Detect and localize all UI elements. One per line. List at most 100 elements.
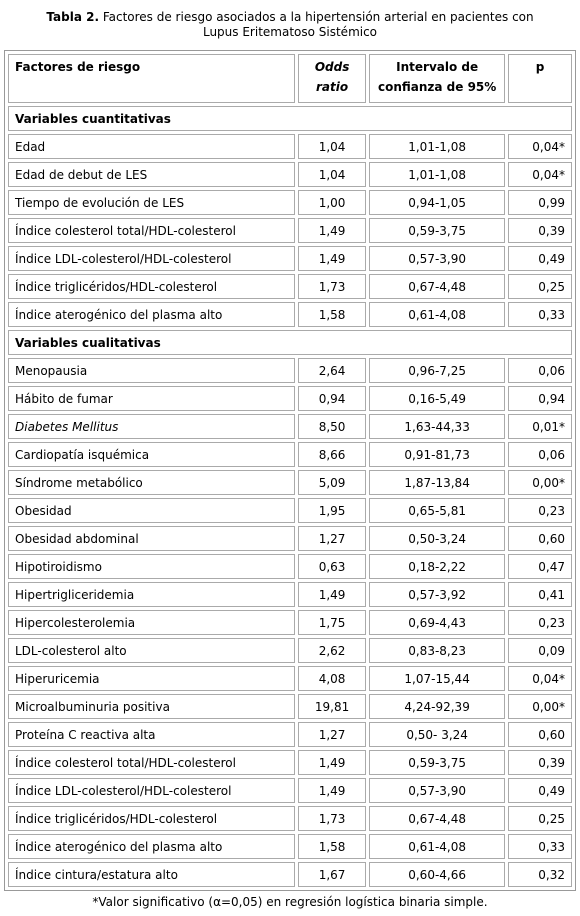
table-cell: 0,96-7,25 xyxy=(369,358,506,383)
table-cell: Índice colesterol total/HDL-colesterol xyxy=(8,218,296,243)
table-cell: 4,08 xyxy=(298,666,367,691)
table-cell: 0,63 xyxy=(298,554,367,579)
table-cell: 0,33 xyxy=(508,834,572,859)
table-cell: Menopausia xyxy=(8,358,296,383)
title-text: Factores de riesgo asociados a la hipert… xyxy=(102,10,534,39)
data-row: Índice LDL-colesterol/HDL-colesterol 1,49… xyxy=(8,778,572,803)
footnote: *Valor significativo (α=0,05) en regresi… xyxy=(92,895,488,909)
table-cell: 0,39 xyxy=(508,750,572,775)
table-cell: 0,06 xyxy=(508,442,572,467)
table-cell: Índice triglicéridos/HDL-colesterol xyxy=(8,806,296,831)
header-cell: p xyxy=(508,54,572,103)
header-cell: Odds ratio xyxy=(298,54,367,103)
header-cell: Factores de riesgo xyxy=(8,54,296,103)
data-row: Cardiopatía isquémica 8,66 0,91-81,73 0,06 xyxy=(8,442,572,467)
table-cell: Hábito de fumar xyxy=(8,386,296,411)
table-cell: Proteína C reactiva alta xyxy=(8,722,296,747)
data-row: Hábito de fumar 0,94 0,16-5,49 0,94 xyxy=(8,386,572,411)
table-cell: 1,07-15,44 xyxy=(369,666,506,691)
table-cell: 0,25 xyxy=(508,274,572,299)
table-cell: Índice LDL-colesterol/HDL-colesterol xyxy=(8,246,296,271)
table-cell: 0,50- 3,24 xyxy=(369,722,506,747)
table-cell: 0,09 xyxy=(508,638,572,663)
table-cell: 0,61-4,08 xyxy=(369,302,506,327)
data-row: Índice aterogénico del plasma alto 1,58 0,… xyxy=(8,302,572,327)
data-row: Menopausia 2,64 0,96-7,25 0,06 xyxy=(8,358,572,383)
table-cell: Obesidad abdominal xyxy=(8,526,296,551)
data-row: Edad de debut de LES 1,04 1,01-1,08 0,04* xyxy=(8,162,572,187)
table-cell: 5,09 xyxy=(298,470,367,495)
table-cell: 1,95 xyxy=(298,498,367,523)
table-cell: 0,49 xyxy=(508,246,572,271)
table-cell: 2,62 xyxy=(298,638,367,663)
table-cell: 1,58 xyxy=(298,834,367,859)
table-cell: 0,91-81,73 xyxy=(369,442,506,467)
header-row: Factores de riesgo Odds ratio Intervalo … xyxy=(8,54,572,103)
data-row: Microalbuminuria positiva 19,81 4,24-92,39… xyxy=(8,694,572,719)
table-cell: 0,57-3,90 xyxy=(369,778,506,803)
data-row: Índice LDL-colesterol/HDL-colesterol 1,49… xyxy=(8,246,572,271)
table-cell: Índice colesterol total/HDL-colesterol xyxy=(8,750,296,775)
table-cell: 0,23 xyxy=(508,498,572,523)
table-cell: 0,00* xyxy=(508,694,572,719)
table-cell: 1,49 xyxy=(298,246,367,271)
table-cell: Edad de debut de LES xyxy=(8,162,296,187)
table-cell: 2,64 xyxy=(298,358,367,383)
data-row: Índice triglicéridos/HDL-colesterol 1,73 0… xyxy=(8,274,572,299)
table-cell: Índice triglicéridos/HDL-colesterol xyxy=(8,274,296,299)
table-cell: 0,99 xyxy=(508,190,572,215)
table-cell: Hipertrigliceridemia xyxy=(8,582,296,607)
table-cell: 0,59-3,75 xyxy=(369,218,506,243)
data-row: Índice colesterol total/HDL-colesterol 1,… xyxy=(8,218,572,243)
table-cell: 1,01-1,08 xyxy=(369,134,506,159)
table-cell: 0,01* xyxy=(508,414,572,439)
table-cell: 0,57-3,90 xyxy=(369,246,506,271)
data-row: Hipotiroidismo 0,63 0,18-2,22 0,47 xyxy=(8,554,572,579)
section-row: Variables cualitativas xyxy=(8,330,572,355)
table-cell: 1,04 xyxy=(298,162,367,187)
table-cell: Microalbuminuria positiva xyxy=(8,694,296,719)
table-cell: 1,27 xyxy=(298,526,367,551)
data-row: LDL-colesterol alto 2,62 0,83-8,23 0,09 xyxy=(8,638,572,663)
data-row: Índice colesterol total/HDL-colesterol 1,… xyxy=(8,750,572,775)
table-cell: 8,66 xyxy=(298,442,367,467)
table-cell: 0,33 xyxy=(508,302,572,327)
table-cell: 0,94-1,05 xyxy=(369,190,506,215)
table-cell: 1,04 xyxy=(298,134,367,159)
table-cell: 0,49 xyxy=(508,778,572,803)
table-cell: 8,50 xyxy=(298,414,367,439)
table-cell: 0,59-3,75 xyxy=(369,750,506,775)
table-cell: Hipotiroidismo xyxy=(8,554,296,579)
table-cell: 1,49 xyxy=(298,750,367,775)
section-title: Variables cualitativas xyxy=(8,330,572,355)
table-cell: Índice aterogénico del plasma alto xyxy=(8,302,296,327)
table-cell: 1,49 xyxy=(298,582,367,607)
data-row: Proteína C reactiva alta 1,27 0,50- 3,24 0,… xyxy=(8,722,572,747)
data-row: Índice triglicéridos/HDL-colesterol 1,73 0… xyxy=(8,806,572,831)
table-cell: 1,00 xyxy=(298,190,367,215)
data-row: Obesidad abdominal 1,27 0,50-3,24 0,60 xyxy=(8,526,572,551)
table-cell: Tiempo de evolución de LES xyxy=(8,190,296,215)
table-cell: 0,25 xyxy=(508,806,572,831)
table-cell: 1,73 xyxy=(298,274,367,299)
table-cell: 1,73 xyxy=(298,806,367,831)
table-cell: 0,50-3,24 xyxy=(369,526,506,551)
data-row: Hipercolesterolemia 1,75 0,69-4,43 0,23 xyxy=(8,610,572,635)
header-cell: Intervalo de confianza de 95% xyxy=(369,54,506,103)
data-row: Diabetes Mellitus 8,50 1,63-44,33 0,01* xyxy=(8,414,572,439)
table-cell: 19,81 xyxy=(298,694,367,719)
table-cell: 0,41 xyxy=(508,582,572,607)
table-cell: 0,65-5,81 xyxy=(369,498,506,523)
table-cell: 0,94 xyxy=(508,386,572,411)
table-cell: 0,83-8,23 xyxy=(369,638,506,663)
table-cell: 1,49 xyxy=(298,218,367,243)
section-title: Variables cuantitativas xyxy=(8,106,572,131)
table-cell: 1,49 xyxy=(298,778,367,803)
table-cell: 0,61-4,08 xyxy=(369,834,506,859)
table-cell: 0,47 xyxy=(508,554,572,579)
table-cell: 0,67-4,48 xyxy=(369,806,506,831)
table-cell: Hiperuricemia xyxy=(8,666,296,691)
data-row: Obesidad 1,95 0,65-5,81 0,23 xyxy=(8,498,572,523)
table-cell: Síndrome metabólico xyxy=(8,470,296,495)
